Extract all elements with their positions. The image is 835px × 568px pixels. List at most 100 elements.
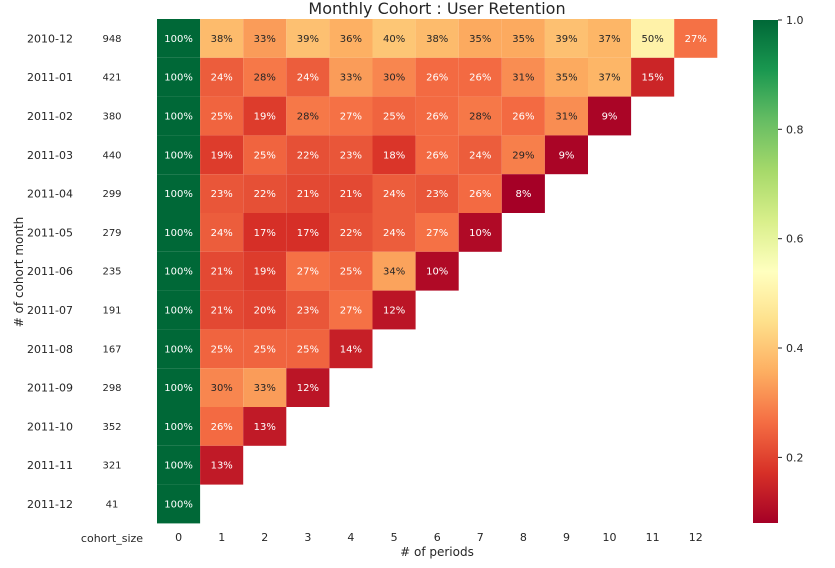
- cell-value-label: 35%: [469, 34, 491, 45]
- heatmap-cell: [501, 19, 545, 58]
- cohort-size-value: 235: [102, 267, 121, 278]
- cohort-size-value: 279: [102, 228, 121, 239]
- cell-value-label: 23%: [211, 189, 233, 200]
- period-tick-label: 5: [391, 531, 398, 544]
- period-tick-label: 8: [520, 531, 527, 544]
- heatmap-cell: [286, 135, 330, 175]
- cohort-label: 2011-01: [27, 71, 73, 84]
- cell-value-label: 21%: [211, 267, 233, 278]
- cell-value-label: 100%: [164, 422, 193, 433]
- cell-value-label: 17%: [254, 228, 276, 239]
- cell-value-label: 27%: [426, 228, 448, 239]
- cell-value-label: 9%: [559, 150, 575, 161]
- heatmap-cell: [200, 57, 244, 97]
- heatmap-cell: [501, 135, 545, 175]
- cell-value-label: 14%: [340, 344, 362, 355]
- heatmap-cell: [157, 445, 201, 485]
- heatmap-cell: [286, 57, 330, 97]
- cohort-label: 2011-06: [27, 265, 73, 278]
- heatmap-cell: [157, 329, 201, 369]
- cohort-size-value: 948: [102, 34, 121, 45]
- cell-value-label: 100%: [164, 150, 193, 161]
- cohort-size-value: 352: [102, 422, 121, 433]
- cohort-sizes: 948 421 380 440 299 279 235 191 167 298 352 321 41: [102, 34, 121, 511]
- period-labels: 0 1 2 3 4 5 6 7 8 9 10 11 12: [175, 531, 703, 544]
- cell-value-label: 37%: [598, 73, 620, 84]
- heatmap-cell: [286, 329, 330, 369]
- cell-value-label: 24%: [469, 150, 491, 161]
- heatmap-cell: [157, 407, 201, 446]
- heatmap-cell: [286, 251, 330, 291]
- heatmap-cell: [329, 251, 373, 291]
- heatmap-cell: [243, 290, 287, 330]
- cell-value-label: 33%: [254, 383, 276, 394]
- cell-value-label: 26%: [426, 73, 448, 84]
- cell-value-label: 100%: [164, 73, 193, 84]
- heatmap-cell: [200, 445, 244, 485]
- cell-value-label: 19%: [254, 267, 276, 278]
- heatmap-cell: [415, 213, 459, 252]
- heatmap-cell: [286, 96, 330, 136]
- heatmap-cell: [588, 19, 632, 58]
- period-tick-label: 12: [689, 531, 703, 544]
- heatmap-cell: [415, 57, 459, 97]
- cell-value-label: 25%: [254, 344, 276, 355]
- period-tick-label: 2: [261, 531, 268, 544]
- cell-value-label: 33%: [254, 34, 276, 45]
- heatmap-cell: [200, 174, 244, 213]
- heatmap-cell: [458, 96, 502, 136]
- heatmap-cell: [631, 19, 675, 58]
- heatmap-cell: [458, 174, 502, 213]
- cell-value-label: 28%: [254, 73, 276, 84]
- cell-value-label: 23%: [297, 306, 319, 317]
- heatmap-cell: [243, 407, 287, 446]
- cohort-size-value: 421: [102, 73, 121, 84]
- cell-value-label: 100%: [164, 228, 193, 239]
- heatmap-cell: [372, 213, 416, 252]
- heatmap-cell: [200, 96, 244, 136]
- cohort-label: 2011-12: [27, 498, 73, 511]
- heatmap-cell: [631, 57, 675, 97]
- heatmap-cell: [544, 96, 588, 136]
- heatmap-cell: [458, 135, 502, 175]
- heatmap-cell: [157, 96, 201, 136]
- cell-value-label: 33%: [340, 73, 362, 84]
- heatmap-cell: [200, 368, 244, 407]
- cell-value-label: 100%: [164, 344, 193, 355]
- heatmap-cell: [501, 57, 545, 97]
- heatmap-cell: [200, 251, 244, 291]
- cohort-size-value: 380: [102, 112, 121, 123]
- cohort-label: 2011-07: [27, 304, 73, 317]
- cell-value-label: 24%: [383, 228, 405, 239]
- cell-value-label: 26%: [426, 112, 448, 123]
- heatmap-cell: [329, 135, 373, 175]
- heatmap-cell: [243, 213, 287, 252]
- heatmap-cell: [243, 57, 287, 97]
- cell-value-label: 39%: [555, 34, 577, 45]
- cohort-size-value: 167: [102, 344, 121, 355]
- cohort-size-value: 41: [106, 500, 119, 511]
- cell-value-label: 26%: [469, 73, 491, 84]
- heatmap-cell: [157, 57, 201, 97]
- cell-value-label: 28%: [297, 112, 319, 123]
- heatmap-cell: [157, 19, 201, 58]
- cell-value-label: 27%: [340, 306, 362, 317]
- period-tick-label: 4: [347, 531, 354, 544]
- colorbar-tick-label: 0.8: [786, 123, 804, 136]
- heatmap-cell: [372, 290, 416, 330]
- cell-value-label: 9%: [602, 112, 618, 123]
- heatmap-cell: [544, 19, 588, 58]
- cohort-label: 2011-08: [27, 343, 73, 356]
- cell-value-label: 24%: [211, 228, 233, 239]
- cell-value-label: 8%: [515, 189, 531, 200]
- heatmap-cell: [329, 290, 373, 330]
- heatmap-cell: [501, 174, 545, 213]
- cell-value-label: 100%: [164, 189, 193, 200]
- cell-value-label: 18%: [383, 150, 405, 161]
- cohort-label: 2011-04: [27, 188, 73, 201]
- cohort-label: 2011-05: [27, 226, 73, 239]
- heatmap-cell: [329, 329, 373, 369]
- period-tick-label: 0: [175, 531, 182, 544]
- cell-value-label: 50%: [641, 34, 663, 45]
- heatmap-cell: [243, 329, 287, 369]
